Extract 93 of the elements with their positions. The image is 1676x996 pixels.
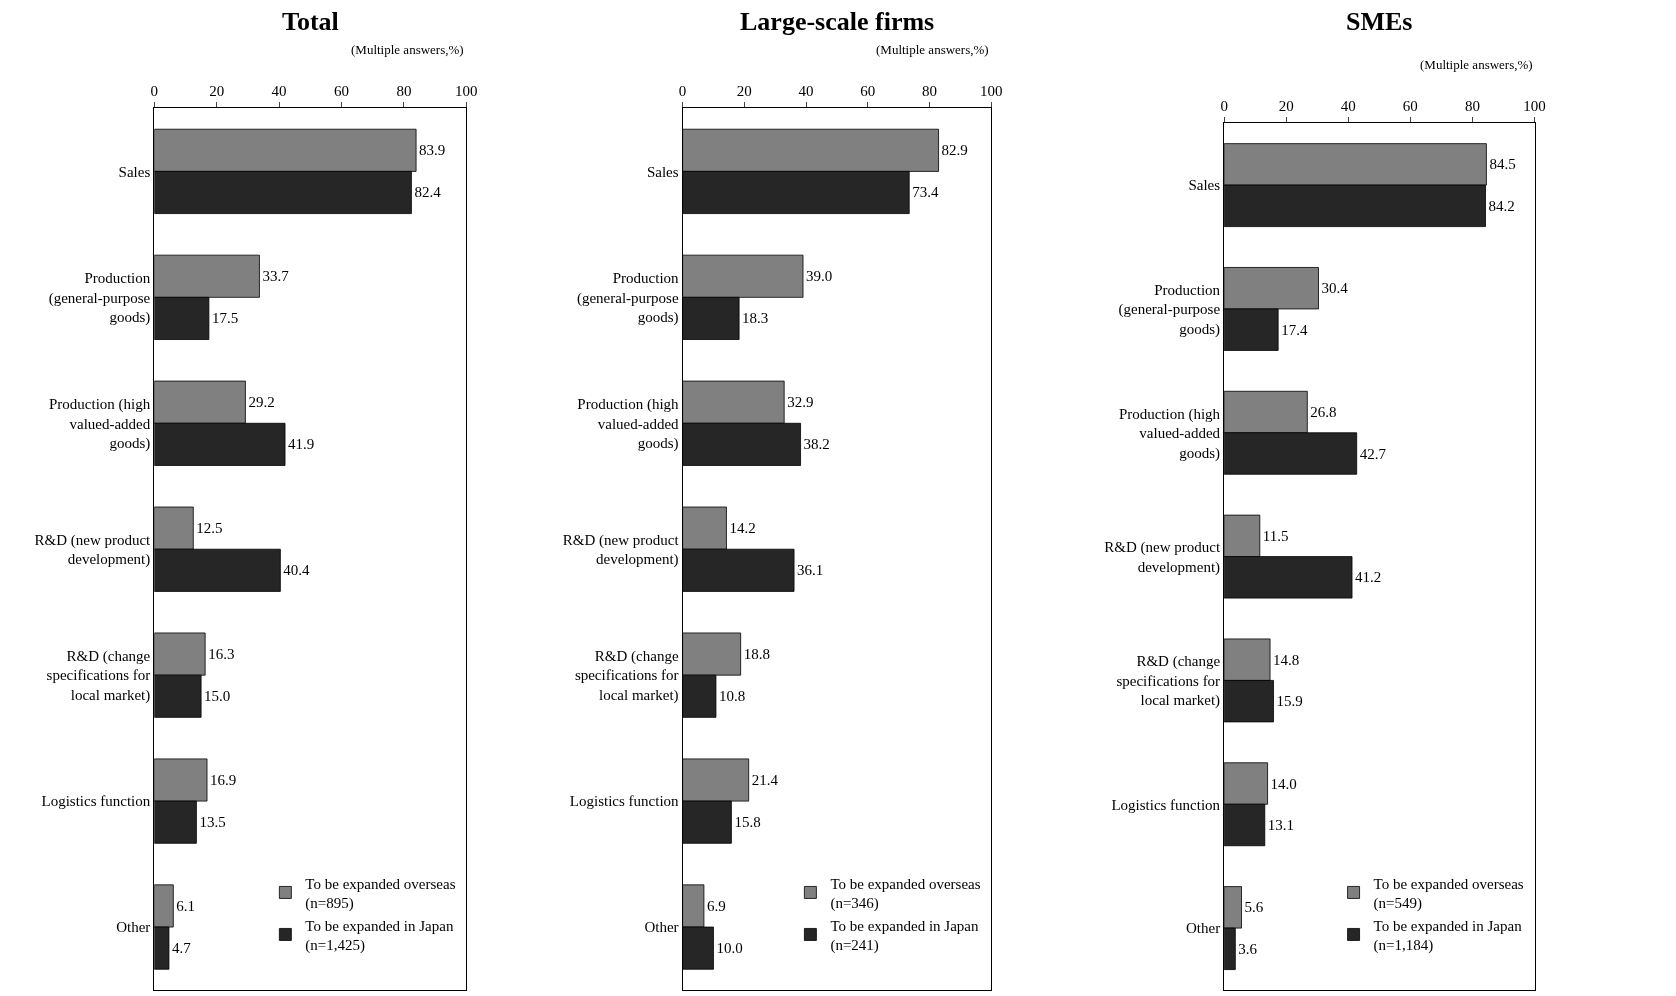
x-tick-label: 100 [455, 83, 478, 100]
x-tick-label: 80 [396, 83, 412, 100]
data-label: 18.8 [743, 646, 770, 663]
data-label: 73.4 [912, 184, 939, 201]
data-label: 13.5 [199, 814, 226, 831]
data-label: 14.2 [729, 520, 756, 537]
data-label: 15.8 [734, 814, 761, 831]
data-label: 42.7 [1359, 445, 1387, 462]
legend-label: To be expanded in Japan (n=1,184) [1373, 917, 1523, 955]
data-label: 36.1 [797, 562, 824, 579]
y-tick-label: R&D (new product development) [1104, 539, 1221, 576]
data-label: 21.4 [751, 772, 779, 788]
data-label: 17.4 [1281, 321, 1308, 338]
y-tick-label: R&D (new product development) [34, 531, 152, 569]
x-tick-label: 20 [209, 83, 225, 100]
y-tick-label: Production (general-purpose goods) [48, 270, 151, 327]
data-label: 10.8 [718, 688, 746, 705]
x-tick-label: 0 [678, 83, 687, 100]
data-label: 84.5 [1489, 156, 1516, 173]
y-tick-label: Production (high valued-added goods) [49, 396, 151, 453]
x-tick-label: 20 [1278, 98, 1294, 115]
x-tick-label: 100 [980, 83, 1003, 100]
data-label: 33.7 [262, 268, 290, 285]
legend-label: To be expanded overseas (n=346) [830, 875, 981, 913]
legend-label: To be expanded overseas (n=895) [305, 875, 456, 913]
y-tick-label: Logistics function [1111, 796, 1221, 813]
y-tick-label: Production (high valued-added goods) [1118, 405, 1221, 462]
data-label: 14.8 [1273, 651, 1300, 668]
x-tick-label: 40 [271, 83, 287, 100]
text: (Multiple answers,%) [351, 42, 464, 57]
chart-title: Large-scale firms [740, 7, 935, 36]
data-label: 39.0 [806, 268, 833, 285]
data-label: 26.8 [1310, 404, 1337, 421]
data-label: 16.3 [208, 646, 235, 663]
x-tick-label: 100 [1523, 98, 1546, 115]
y-tick-label: R&D (change specifications for local market) [574, 647, 679, 704]
y-tick-label: Sales [1188, 177, 1221, 194]
chart-title: SMEs [1346, 7, 1413, 36]
data-label: 41.9 [288, 436, 315, 453]
y-tick-label: R&D (change specifications for local market) [1116, 653, 1221, 710]
data-label: 18.3 [742, 310, 769, 327]
data-label: 83.9 [419, 142, 446, 159]
x-tick-label: 40 [1340, 98, 1356, 115]
x-tick-label: 0 [1220, 98, 1228, 115]
data-label: 82.4 [414, 184, 442, 201]
legend-label: To be expanded in Japan (n=1,425) [305, 917, 454, 955]
x-tick-label: 80 [922, 83, 938, 100]
y-tick-label: Production (general-purpose goods) [576, 270, 680, 327]
legend-label: To be expanded overseas (n=549) [1373, 875, 1524, 913]
data-label: 11.5 [1262, 527, 1289, 544]
data-label: 3.6 [1238, 940, 1258, 957]
data-label: 6.1 [176, 897, 196, 914]
data-label: 84.2 [1488, 197, 1515, 214]
text: (Multiple answers,%) [876, 42, 989, 57]
data-label: 32.9 [787, 394, 814, 411]
y-tick-label: Sales [646, 163, 679, 180]
legend-label: To be expanded in Japan (n=241) [830, 917, 979, 955]
x-tick-label: 20 [736, 83, 752, 100]
data-label: 41.2 [1355, 569, 1382, 586]
data-label: 17.5 [211, 310, 239, 327]
chart-title: Total [282, 7, 339, 36]
data-label: 16.9 [210, 772, 237, 788]
y-tick-label: Other [644, 919, 679, 936]
x-tick-label: 40 [798, 83, 814, 100]
text: (Multiple answers,%) [1420, 57, 1533, 72]
y-tick-label: R&D (change specifications for local market) [46, 647, 151, 704]
data-label: 14.0 [1270, 775, 1297, 792]
x-tick-label: 0 [150, 83, 159, 100]
x-tick-label: 60 [860, 83, 876, 100]
data-label: 38.2 [803, 436, 830, 453]
data-label: 13.1 [1267, 817, 1295, 833]
x-tick-label: 80 [1464, 98, 1480, 115]
y-tick-label: Logistics function [569, 793, 680, 810]
y-tick-label: Production (general-purpose goods) [1118, 281, 1221, 338]
y-tick-label: Logistics function [41, 793, 151, 810]
y-tick-label: R&D (new product development) [562, 531, 680, 569]
data-label: 6.9 [706, 897, 726, 914]
data-label: 12.5 [196, 520, 223, 537]
data-label: 4.7 [171, 940, 192, 957]
data-label: 82.9 [941, 142, 968, 159]
data-label: 15.9 [1276, 693, 1303, 710]
data-label: 10.0 [716, 940, 743, 957]
y-tick-label: Production (high valued-added goods) [577, 396, 680, 453]
data-label: 29.2 [248, 394, 275, 411]
x-tick-label: 60 [1402, 98, 1418, 115]
y-tick-label: Other [116, 919, 151, 936]
data-label: 15.0 [204, 688, 231, 705]
x-tick-label: 60 [334, 83, 350, 100]
y-tick-label: Other [1185, 920, 1221, 937]
data-label: 30.4 [1321, 280, 1349, 297]
data-label: 40.4 [283, 562, 311, 579]
y-tick-label: Sales [118, 163, 151, 180]
data-label: 5.6 [1244, 899, 1264, 916]
